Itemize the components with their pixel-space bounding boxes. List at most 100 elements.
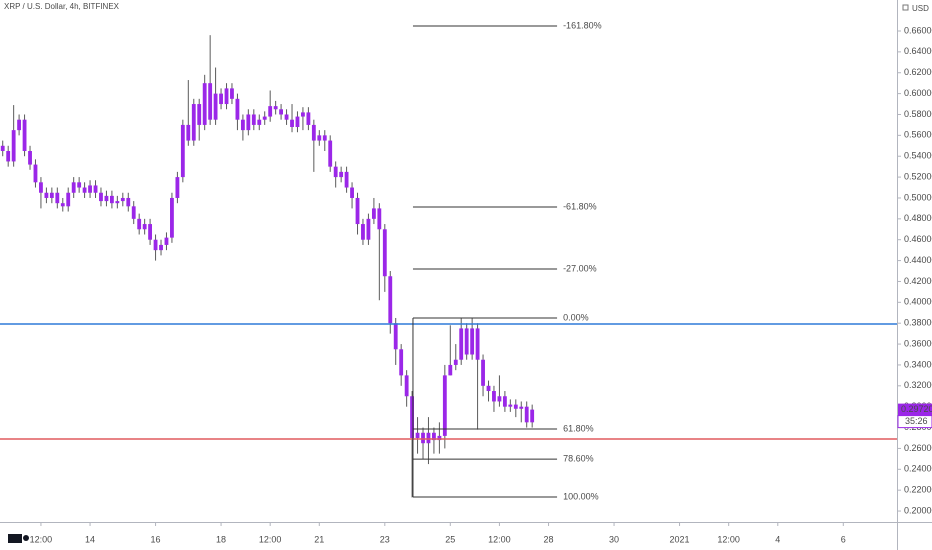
candle-body [93, 185, 98, 193]
candle-body [235, 98, 240, 120]
x-tick-label: 28 [544, 534, 554, 544]
candle-body [213, 93, 218, 120]
candle-body [306, 112, 311, 125]
candle-body [350, 187, 354, 198]
candle-body [257, 119, 262, 125]
candle-body [126, 197, 131, 207]
candle-body [295, 116, 300, 128]
last-price-box [898, 403, 932, 416]
candle-body [519, 406, 524, 409]
candle-body [251, 114, 256, 125]
candle-body [66, 192, 71, 207]
candle-body [186, 124, 191, 141]
candle-body [361, 224, 365, 240]
candle-body [415, 432, 420, 438]
x-tick-label: 12:00 [259, 534, 282, 544]
candle-body [99, 192, 103, 202]
candle-body [486, 385, 491, 392]
candle-body [442, 375, 447, 436]
candle-body [377, 208, 382, 230]
candle-body [508, 404, 513, 407]
candle-body [33, 164, 38, 183]
candle-body [481, 359, 485, 386]
candle-body [39, 182, 43, 193]
candle-body [120, 197, 125, 202]
fib-label: 61.80% [563, 423, 594, 433]
candle-body [311, 124, 316, 141]
candle-body [159, 244, 163, 251]
x-tick-label: 23 [380, 534, 390, 544]
candle-body [448, 364, 453, 376]
candle-body [104, 195, 109, 202]
x-tick-label: 12:00 [488, 534, 511, 544]
candle-body [153, 239, 158, 251]
candle-body [11, 130, 16, 162]
candle-body [399, 349, 404, 376]
candle-body [437, 435, 442, 441]
x-tick-label: 16 [151, 534, 161, 544]
fib-label: -27.00% [563, 263, 597, 273]
candle-body [148, 224, 153, 240]
x-tick-label: 6 [841, 534, 846, 544]
candle-body [164, 237, 169, 245]
candle-body [475, 328, 480, 360]
fib-label: -61.80% [563, 201, 597, 211]
candle-body [279, 109, 284, 115]
candle-body [355, 197, 360, 225]
candle-body [382, 229, 387, 277]
candle-body [22, 119, 27, 152]
candle-body [137, 218, 142, 230]
fib-label: -161.80% [563, 20, 602, 30]
y-tick-label: 0.20000 [904, 505, 932, 515]
x-tick-label: 14 [85, 534, 95, 544]
candle-body [28, 151, 32, 165]
candle-body [88, 185, 92, 193]
candle-body [224, 88, 229, 105]
candle-body [240, 119, 245, 131]
candle-body [230, 88, 234, 99]
candle-body [339, 171, 344, 178]
candle-body [464, 328, 469, 355]
x-tick-label: 21 [314, 534, 324, 544]
candle-body [513, 404, 518, 409]
x-tick-label: 25 [445, 534, 455, 544]
candle-body [502, 396, 507, 407]
candle-body [301, 112, 305, 117]
x-tick-label: 12:00 [717, 534, 740, 544]
candle-body [175, 177, 180, 198]
currency-label[interactable]: USD [912, 4, 929, 13]
candle-body [273, 106, 278, 110]
candle-body [459, 328, 464, 360]
candle-body [115, 201, 120, 204]
x-tick-label: 18 [216, 534, 226, 544]
x-tick-label: 4 [775, 534, 780, 544]
candle-body [421, 432, 425, 444]
candle-body [453, 359, 458, 365]
candle-body [0, 145, 5, 152]
candle-body [333, 166, 338, 178]
candle-body [388, 276, 393, 324]
candle-body [49, 192, 54, 198]
candle-body [328, 140, 333, 167]
candle-body [371, 208, 376, 219]
candle-body [410, 396, 414, 438]
candle-body [71, 182, 76, 193]
